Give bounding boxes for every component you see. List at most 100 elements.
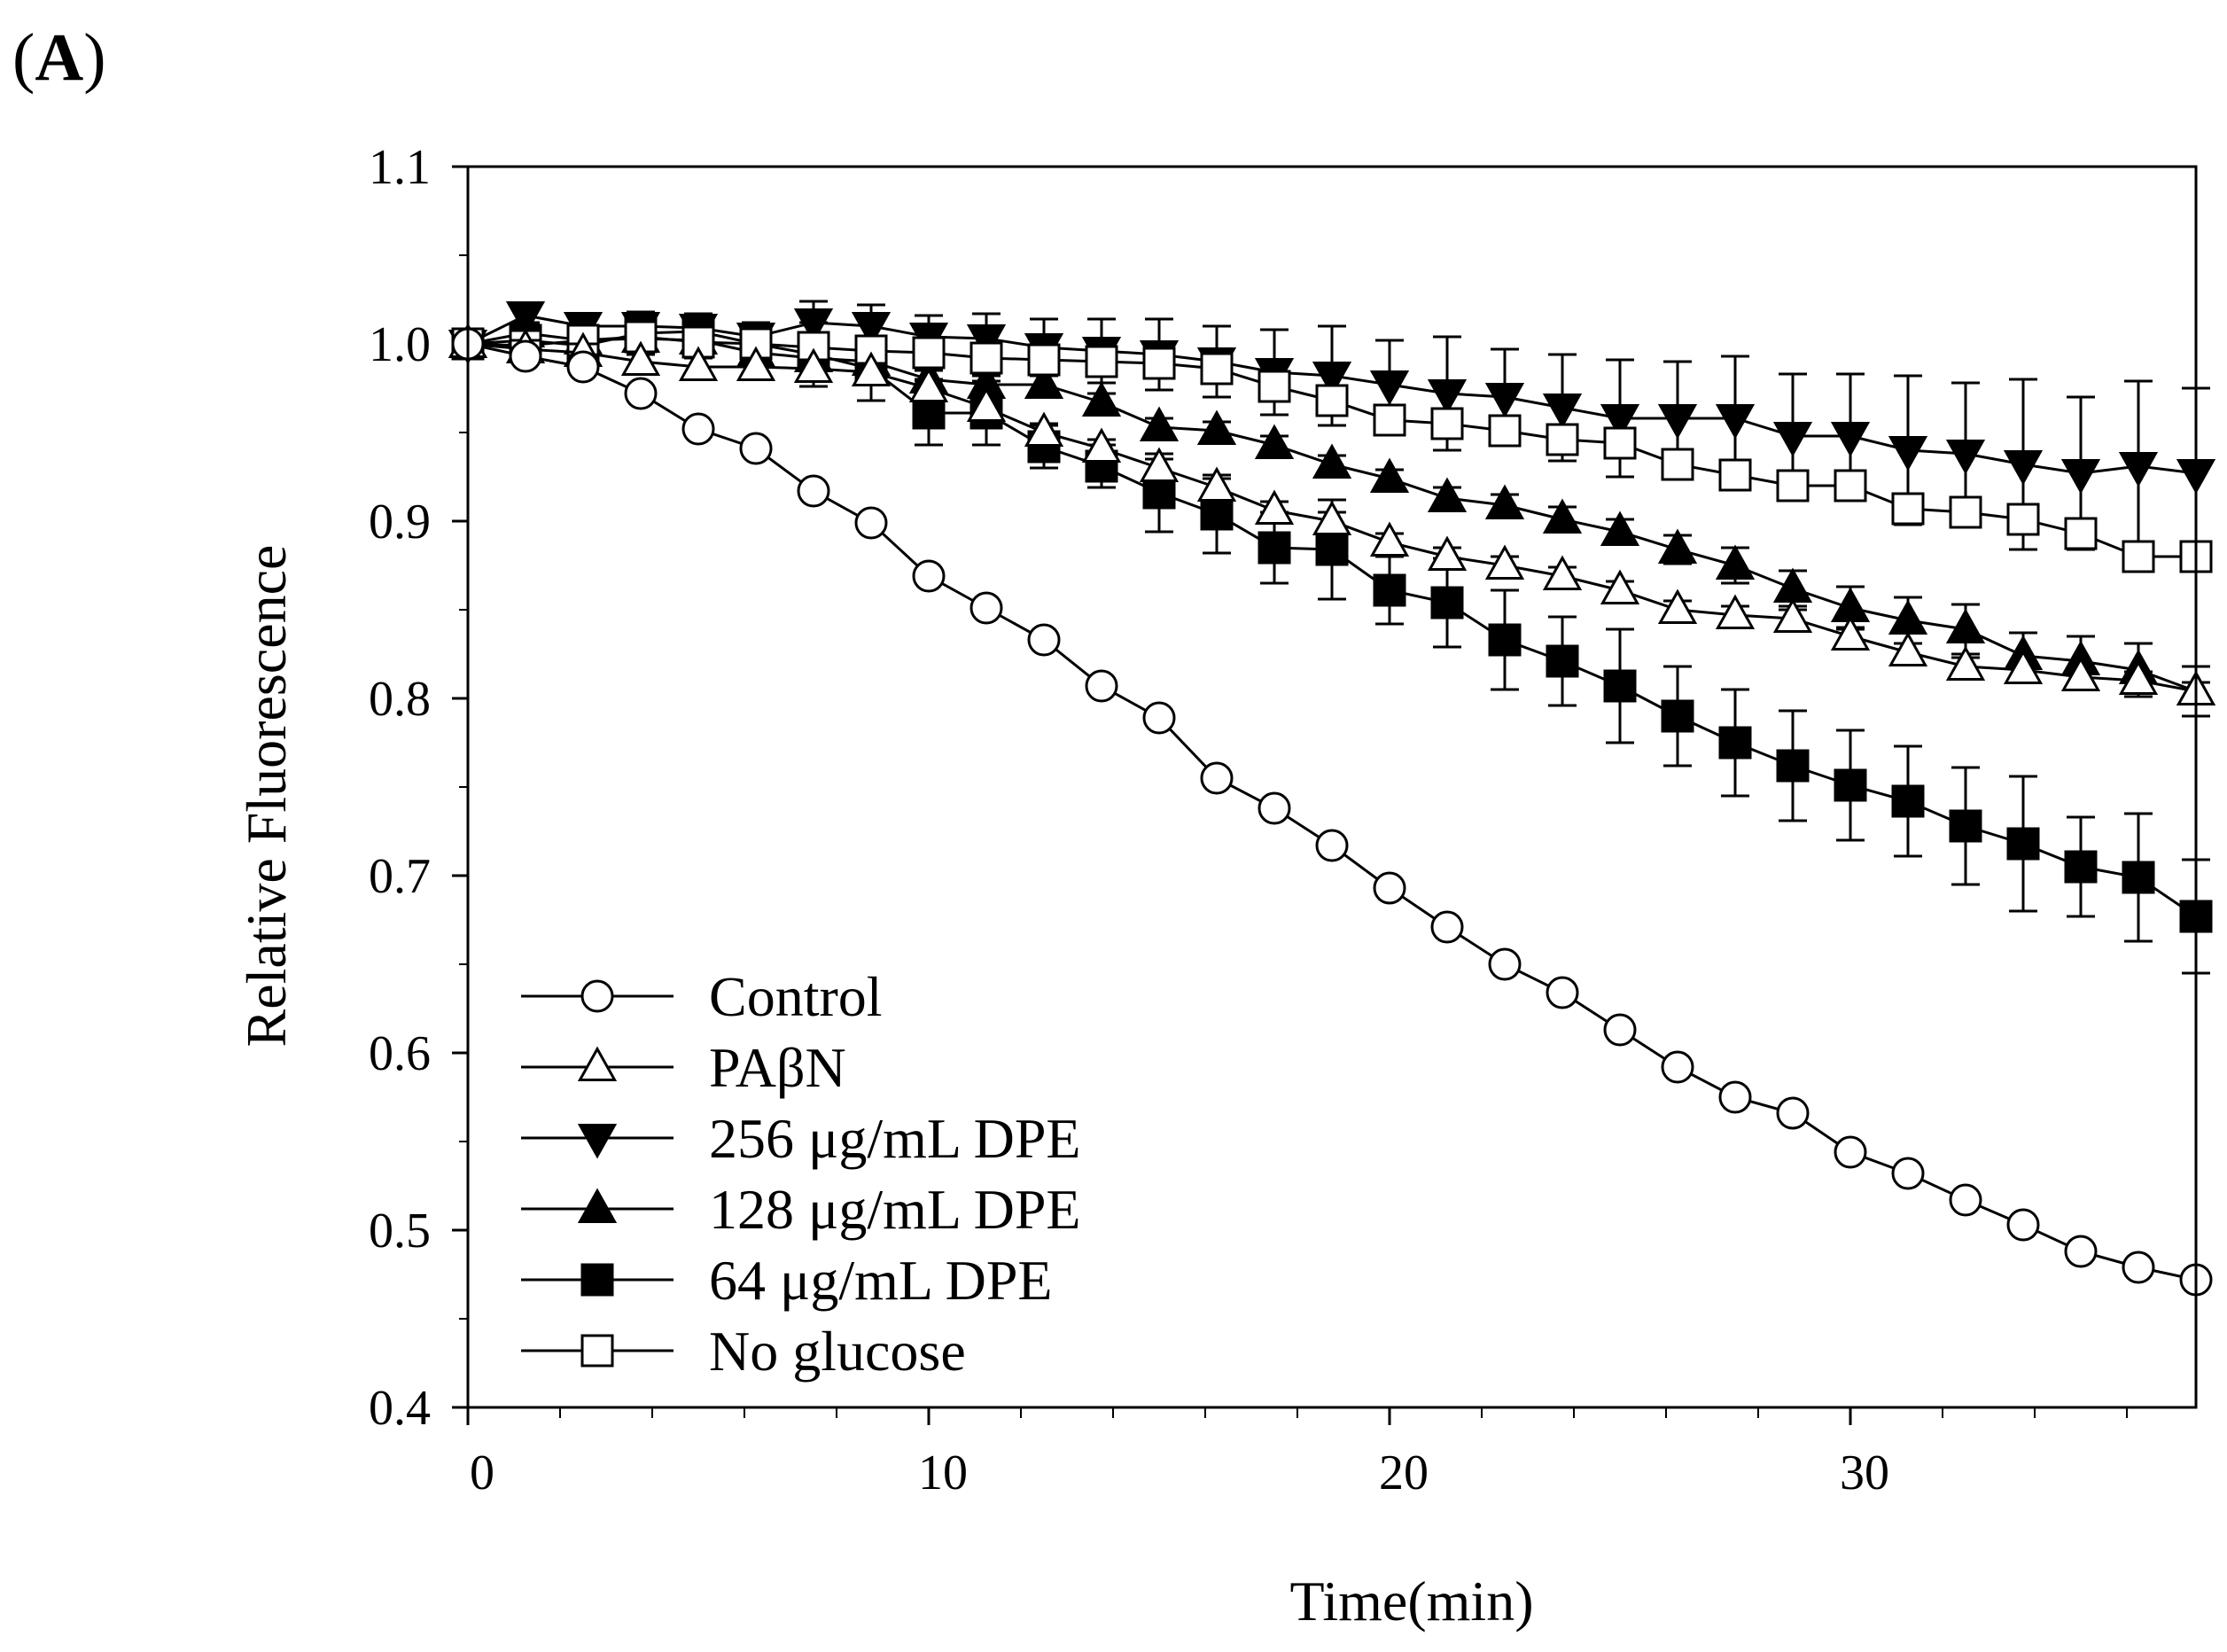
data-point <box>624 377 658 410</box>
data-point <box>2118 659 2159 695</box>
data-point <box>1430 586 1464 620</box>
data-point <box>1661 699 1694 733</box>
legend-item: 256 μg/mL DPE <box>521 1107 1081 1170</box>
data-point <box>912 559 946 593</box>
plot-frame <box>466 165 2198 1409</box>
data-point <box>1603 426 1637 460</box>
data-point <box>1603 669 1637 703</box>
data-point <box>1373 871 1406 905</box>
panel-label: (A) <box>12 20 106 95</box>
data-point <box>1196 409 1237 445</box>
data-point <box>1139 406 1180 441</box>
data-point <box>1772 597 1813 633</box>
data-point <box>1142 701 1176 735</box>
data-point <box>1772 567 1813 603</box>
data-point <box>1254 489 1295 525</box>
data-point <box>1834 768 1867 802</box>
data-point <box>739 432 773 465</box>
data-point <box>912 336 946 370</box>
y-tick-label: 1.0 <box>369 317 431 372</box>
data-point <box>1085 669 1118 703</box>
data-point <box>1369 457 1410 493</box>
data-point <box>736 346 776 381</box>
data-point <box>1546 423 1579 456</box>
legend-item: Control <box>521 965 883 1028</box>
data-point <box>1830 615 1871 651</box>
data-point <box>1715 594 1756 629</box>
data-point <box>1200 352 1234 386</box>
data-point <box>577 1188 618 1223</box>
data-point <box>793 347 834 383</box>
data-point <box>1776 1096 1810 1130</box>
data-point <box>851 312 892 347</box>
data-point <box>1196 466 1237 502</box>
y-tick-label: 0.9 <box>369 495 431 549</box>
x-tick-label: 10 <box>918 1446 968 1500</box>
data-point <box>969 591 1003 625</box>
data-point <box>1258 370 1291 403</box>
y-tick-label: 0.5 <box>369 1204 431 1258</box>
data-point <box>912 396 946 430</box>
data-point <box>1369 370 1410 406</box>
data-point <box>2006 503 2040 536</box>
data-point <box>1830 422 1871 457</box>
data-point <box>2122 861 2155 894</box>
y-tick-label: 0.8 <box>369 672 431 727</box>
data-point <box>966 324 1007 360</box>
data-point <box>1484 383 1525 418</box>
data-point <box>1945 645 1986 681</box>
axis-ticks-group <box>452 165 2128 1425</box>
data-point <box>1484 484 1525 519</box>
x-axis-title: Time(min) <box>1290 1570 1534 1633</box>
data-point <box>1315 829 1349 862</box>
data-point <box>681 325 715 359</box>
data-point <box>1776 469 1810 503</box>
legend-label: 256 μg/mL DPE <box>709 1107 1081 1170</box>
data-point <box>1657 404 1698 440</box>
series-group <box>448 300 2216 1297</box>
data-point <box>908 367 949 402</box>
data-point <box>1542 498 1583 534</box>
data-point <box>1546 644 1579 678</box>
data-point <box>1715 404 1756 440</box>
data-point <box>1369 521 1410 557</box>
legend-label: 64 μg/mL DPE <box>709 1249 1053 1312</box>
data-point <box>2122 540 2155 573</box>
data-point <box>1542 394 1583 429</box>
data-point <box>577 1124 618 1159</box>
data-point <box>1600 569 1640 604</box>
data-point <box>2006 827 2040 861</box>
data-point <box>1834 469 1867 503</box>
y-tick-label: 0.7 <box>369 849 431 904</box>
data-point <box>1888 436 1928 471</box>
x-tick-label: 20 <box>1379 1446 1429 1500</box>
data-point <box>1427 477 1468 512</box>
data-point <box>966 386 1007 422</box>
data-point <box>1427 379 1468 415</box>
data-point <box>797 474 830 508</box>
data-point <box>1546 976 1579 1009</box>
legend-label: No glucose <box>709 1320 966 1383</box>
data-point <box>1718 1080 1752 1114</box>
data-point <box>1949 809 1982 843</box>
data-point <box>2122 1251 2155 1284</box>
data-point <box>1200 761 1234 795</box>
data-point <box>1081 381 1122 417</box>
legend-item: 128 μg/mL DPE <box>521 1178 1081 1241</box>
data-point <box>1430 407 1464 440</box>
data-point <box>851 351 892 386</box>
data-point <box>1945 440 1986 475</box>
data-point <box>1891 784 1925 818</box>
data-point <box>1542 555 1583 590</box>
data-point <box>1600 510 1640 546</box>
data-point <box>1718 458 1752 492</box>
data-point <box>1661 1050 1694 1084</box>
data-point <box>854 506 888 540</box>
legend-label: PAβN <box>709 1036 846 1099</box>
data-point <box>1657 528 1698 564</box>
data-point <box>2064 1235 2098 1268</box>
data-point <box>2006 1208 2040 1242</box>
data-point <box>1024 363 1064 399</box>
data-point <box>580 979 614 1013</box>
